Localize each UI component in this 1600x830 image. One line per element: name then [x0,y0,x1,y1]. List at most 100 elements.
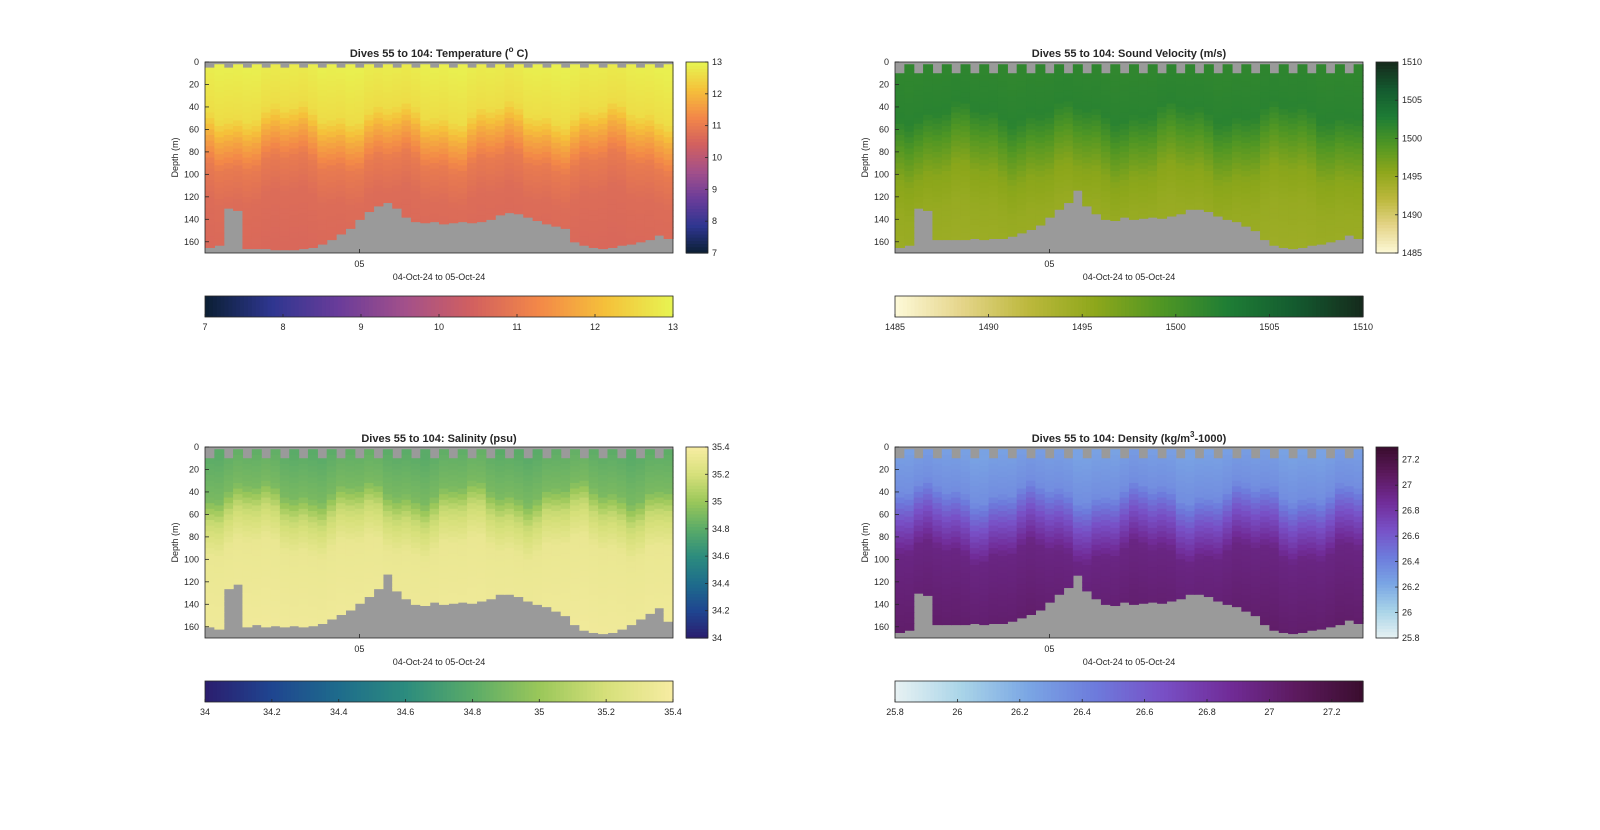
heatmap-cell [354,593,365,600]
heatmap-cell [270,81,281,88]
heatmap-cell [251,126,262,133]
heatmap-cell [607,92,618,99]
heatmap-cell [997,126,1008,133]
colorbar-segment [1281,296,1286,317]
heatmap-cell [1166,165,1177,172]
heatmap-cell [1147,97,1158,105]
heatmap-cell [579,202,590,209]
heatmap-cell [476,595,487,602]
heatmap-cell [1175,129,1186,136]
heatmap-cell [1016,221,1027,228]
heatmap-cell [457,159,468,166]
colorbar-segment [1376,208,1398,213]
heatmap-cell [1241,103,1252,110]
heatmap-cell [951,230,962,237]
heatmap-cell [654,587,665,594]
heatmap-cell [242,140,253,147]
heatmap-cell [1213,123,1224,131]
heatmap-cell [1026,118,1036,125]
heatmap-cell [1344,106,1355,114]
heatmap-cell [1157,157,1168,164]
heatmap-cell [570,210,580,217]
heatmap-cell [551,572,562,580]
heatmap-cell [551,544,562,551]
heatmap-cell [932,219,943,226]
heatmap-cell [289,142,300,150]
heatmap-cell [532,527,543,535]
heatmap-cell [997,137,1008,144]
y-tick-label: 60 [189,124,199,134]
heatmap-cell [1222,170,1233,178]
heatmap-cell [1072,137,1083,144]
colorbar-segment [686,602,708,607]
heatmap-cell [317,157,328,164]
heatmap-cell [298,135,309,142]
heatmap-cell [429,514,440,521]
heatmap-cell [635,525,646,532]
heatmap-cell [923,114,934,122]
heatmap-cell [607,238,618,245]
heatmap-cell [1147,148,1158,155]
heatmap-cell [663,182,674,189]
heatmap-cell [513,482,524,490]
heatmap-cell [307,137,318,144]
heatmap-cell [345,120,356,127]
heatmap-cell [663,69,674,77]
heatmap-cell [448,497,459,504]
heatmap-cell [644,103,655,110]
heatmap-cell [513,187,524,195]
heatmap-cell [261,247,272,250]
heatmap-cell [1063,151,1074,159]
heatmap-cell [270,460,281,467]
heatmap-cell [1203,81,1214,88]
heatmap-cell [251,148,262,155]
heatmap-cell [626,64,637,71]
heatmap-cell [1325,84,1336,91]
heatmap-cell [1138,196,1149,204]
heatmap-cell [1035,131,1046,138]
heatmap-cell [654,520,665,527]
heatmap-cell [1091,165,1102,172]
colorbar-segment [941,296,947,317]
heatmap-cell [242,230,253,237]
heatmap-cell [1306,196,1317,204]
heatmap-cell [654,78,665,86]
colorbar-segment [961,296,966,317]
heatmap-cell [242,241,253,248]
heatmap-cell [895,112,905,119]
heatmap-cell [607,505,618,512]
heatmap-cell [429,564,440,572]
heatmap-cell [513,126,524,133]
heatmap-cell [485,480,496,487]
heatmap-cell [1260,193,1270,200]
heatmap-cell [1288,236,1299,243]
heatmap-cell [1260,120,1270,127]
heatmap-cell [439,544,449,551]
heatmap-cell [205,129,215,136]
heatmap-cell [495,488,506,495]
colorbar-segment [458,681,463,702]
heatmap-cell [960,86,971,93]
heatmap-cell [1213,168,1224,175]
y-tick-label: 80 [189,532,199,542]
heatmap-cell [439,148,449,155]
heatmap-cell [457,600,468,603]
heatmap-cell [317,531,328,538]
heatmap-cell [663,572,674,580]
heatmap-cell [233,120,244,127]
heatmap-cell [429,168,440,175]
heatmap-cell [1091,103,1102,110]
heatmap-cell [560,163,571,170]
heatmap-cell [382,142,393,150]
heatmap-cell [626,516,637,523]
colorbar-segment [271,296,276,317]
heatmap-cell [336,458,346,465]
heatmap-cell [1269,213,1280,220]
heatmap-cell [261,196,272,204]
colorbar-segment [442,681,448,702]
heatmap-cell [541,118,552,125]
heatmap-cell [1344,95,1355,102]
heatmap-cell [598,168,609,175]
heatmap-cell [298,475,309,482]
